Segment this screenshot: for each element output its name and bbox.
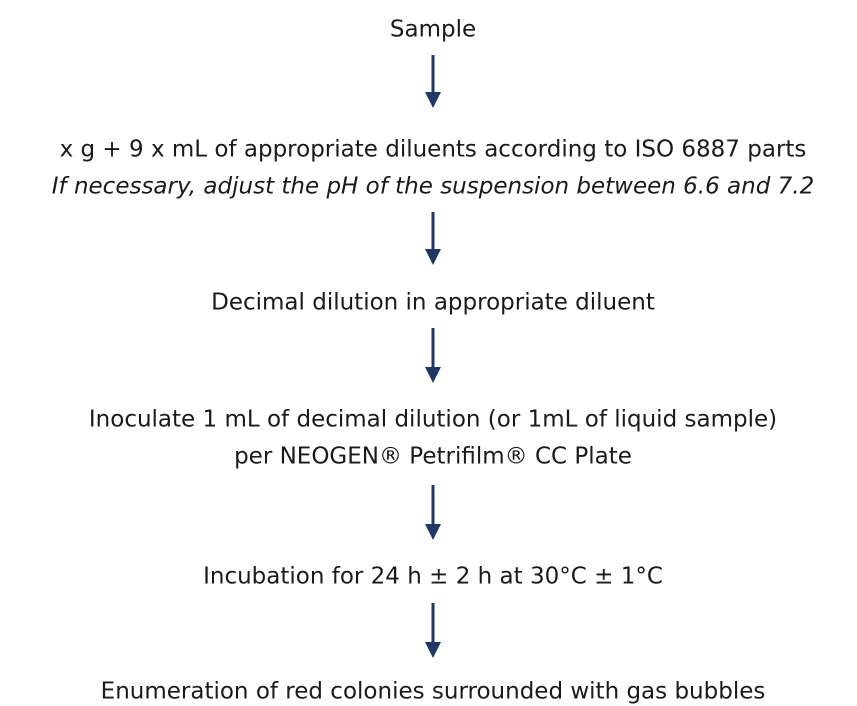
- arrow: [425, 212, 441, 265]
- step-text: Decimal dilution in appropriate diluent: [211, 290, 655, 316]
- step-text: x g + 9 x mL of appropriate diluents acc…: [60, 137, 807, 163]
- arrow: [425, 55, 441, 108]
- step-note: If necessary, adjust the pH of the suspe…: [52, 174, 814, 200]
- step-text: per NEOGEN® Petrifilm® CC Plate: [234, 444, 632, 470]
- step-text: Enumeration of red colonies surrounded w…: [101, 679, 766, 705]
- arrow: [425, 603, 441, 658]
- step-text: Sample: [390, 17, 476, 43]
- step-text: Inoculate 1 mL of decimal dilution (or 1…: [89, 407, 777, 433]
- arrow: [425, 328, 441, 383]
- arrow: [425, 485, 441, 540]
- step-text: Incubation for 24 h ± 2 h at 30°C ± 1°C: [203, 564, 663, 590]
